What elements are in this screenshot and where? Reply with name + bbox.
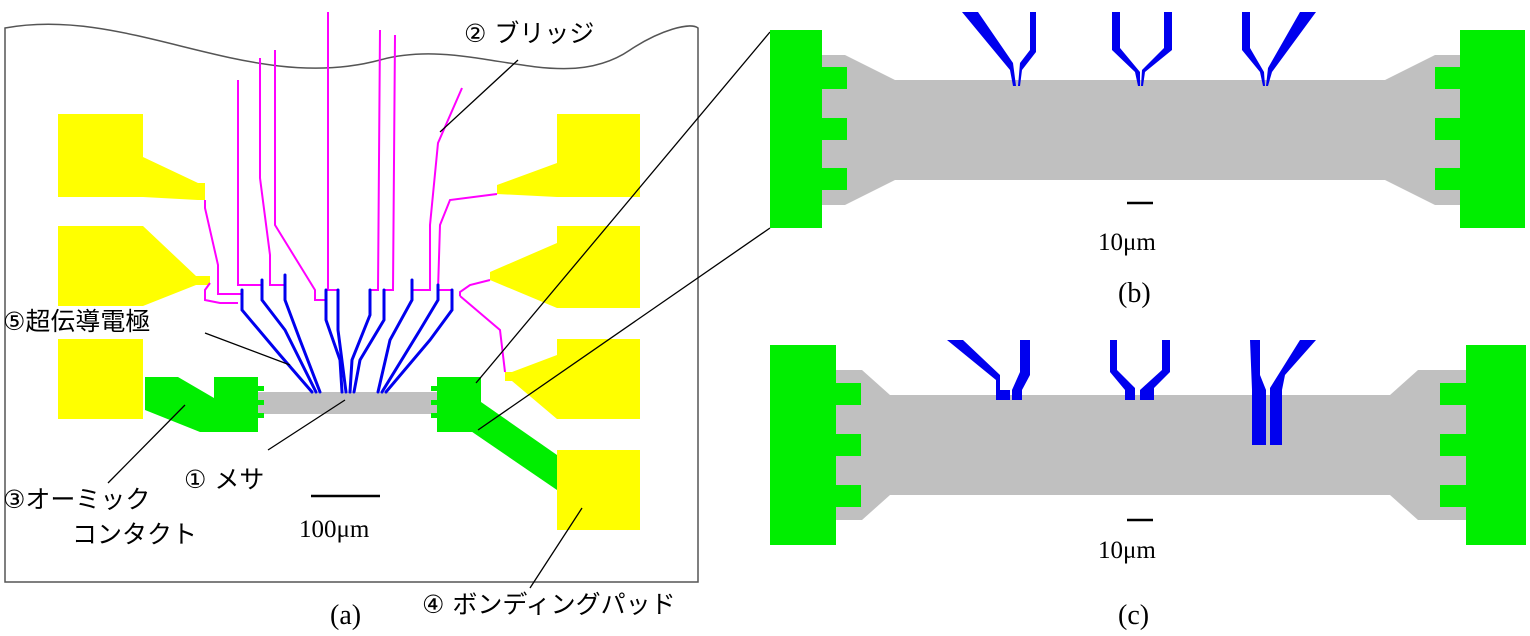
panel-c: 10μm (c) — [770, 340, 1526, 631]
scale-label-b: 10μm — [1098, 229, 1156, 256]
bonding-pad-right-1 — [497, 114, 640, 197]
mesa-b — [822, 55, 1460, 205]
panel-a: ② ブリッジ ⑤超伝導電極 ③オーミック コンタクト ① メサ ④ ボンディング… — [3, 12, 771, 631]
label-ohmic-2: コンタクト — [72, 520, 197, 549]
bonding-pads — [58, 114, 640, 530]
label-electrode: ⑤超伝導電極 — [3, 307, 150, 336]
ohmic-contact-left — [214, 377, 258, 432]
mesa — [256, 392, 442, 414]
ohmic-contacts-b — [770, 30, 1525, 228]
panel-b: 10μm (b) — [770, 12, 1525, 309]
ohmic-contacts — [145, 377, 557, 490]
scale-label-c: 10μm — [1098, 537, 1156, 564]
electrodes-b — [962, 12, 1316, 86]
ohmic-contacts-c — [770, 345, 1526, 545]
caption-b: (b) — [1118, 278, 1151, 309]
bonding-pad-left-3 — [58, 339, 143, 419]
bonding-pad-right-3 — [505, 339, 640, 419]
bonding-pad-left-1 — [58, 114, 205, 200]
label-mesa: ① メサ — [184, 465, 264, 494]
ohmic-lead-left — [145, 377, 214, 432]
bonding-pad-right-2 — [490, 226, 640, 308]
electrodes — [240, 273, 454, 394]
label-bonding-pad: ④ ボンディングパッド — [422, 590, 676, 619]
label-bridge: ② ブリッジ — [464, 19, 594, 48]
caption-c: (c) — [1118, 600, 1149, 631]
label-ohmic-1: ③オーミック — [3, 485, 150, 514]
scale-label-a: 100μm — [299, 516, 370, 543]
leader-lines — [107, 31, 771, 589]
mesa-c — [836, 370, 1466, 520]
bonding-pad-left-2 — [58, 226, 210, 306]
caption-a: (a) — [330, 600, 361, 631]
bridges — [204, 12, 506, 373]
electrodes-c — [947, 340, 1316, 445]
bonding-pad-right-4 — [557, 450, 640, 530]
